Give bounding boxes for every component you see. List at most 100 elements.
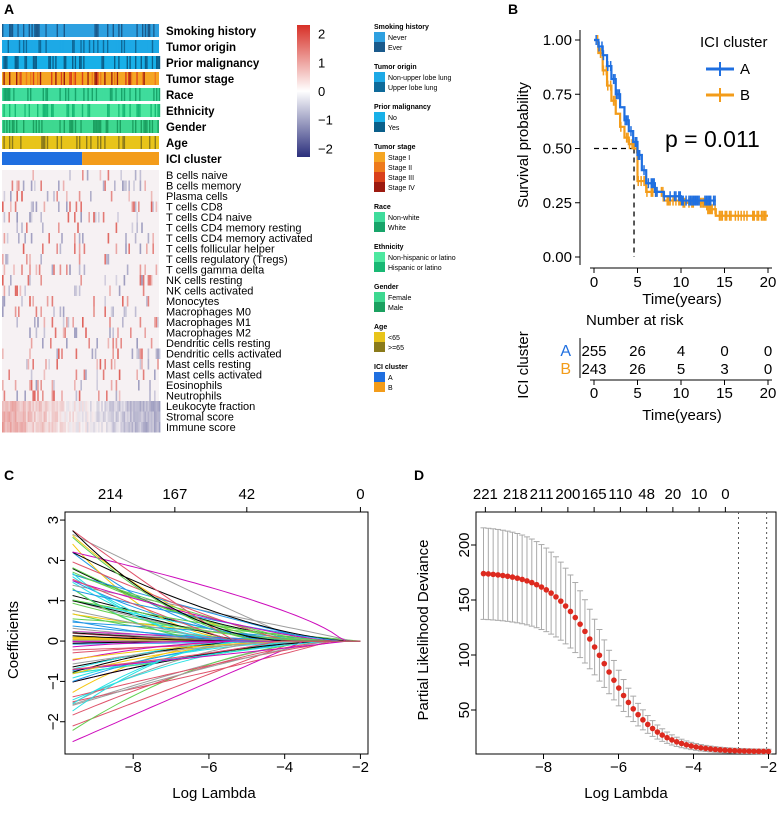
annotation-cell	[123, 40, 126, 53]
heatmap-cell	[32, 170, 34, 181]
annotation-cell	[158, 104, 161, 117]
annotation-tracks	[2, 24, 161, 165]
heatmap-cell	[134, 233, 137, 244]
heatmap-cell	[83, 369, 86, 380]
annotation-cell	[151, 40, 154, 53]
heatmap-cell	[128, 191, 130, 202]
annotation-cell	[149, 136, 151, 149]
annotation-cell	[77, 88, 79, 101]
heatmap-cell	[109, 411, 111, 422]
km-ytick-label: 0.25	[543, 195, 572, 212]
heatmap-cell	[16, 422, 18, 433]
legend-swatch	[374, 292, 385, 302]
heatmap-cell	[74, 380, 76, 391]
heatmap-cell	[14, 306, 17, 317]
heatmap-cell	[134, 401, 137, 412]
annotation-cell	[74, 56, 77, 69]
heatmap-cell	[126, 401, 129, 412]
annotation-cell	[132, 120, 134, 133]
heatmap-cell	[45, 422, 47, 433]
heatmap-cell	[21, 264, 23, 275]
annotation-cell	[154, 120, 156, 133]
km-pvalue: p = 0.011	[665, 126, 760, 152]
annotation-cell	[74, 88, 77, 101]
heatmap-cell	[30, 233, 33, 244]
annotation-cell	[112, 72, 114, 85]
annotation-cell	[76, 56, 78, 69]
heatmap-cell	[29, 327, 31, 338]
heatmap-cell	[18, 180, 20, 191]
heatmap-cell	[62, 306, 65, 317]
annotation-row-label: Ethnicity	[166, 106, 215, 118]
heatmap-cell	[3, 401, 6, 412]
heatmap-cell	[42, 411, 44, 422]
km-xlabel: Time(years)	[642, 291, 721, 308]
annotation-cell	[136, 136, 138, 149]
heatmap-cell	[158, 348, 161, 359]
annotation-cell	[147, 136, 149, 149]
annotation-cell	[129, 72, 131, 85]
annotation-cell	[4, 56, 7, 69]
heatmap-cell	[34, 390, 36, 401]
risk-xtick-label: 20	[760, 385, 777, 402]
heatmap-cell	[115, 275, 118, 286]
heatmap-cell	[144, 327, 146, 338]
heatmap-cell	[35, 264, 38, 275]
heatmap-cell	[66, 422, 68, 433]
heatmap-cell	[128, 243, 130, 254]
heatmap-row-label: NK cells activated	[166, 286, 253, 298]
annotation-cell	[3, 72, 5, 85]
lasso-ytick-label: 3	[45, 516, 62, 524]
annotation-cell	[83, 120, 85, 133]
annotation-cell	[88, 72, 91, 85]
heatmap-cell	[2, 275, 4, 286]
heatmap-cell	[40, 306, 42, 317]
heatmap-cell	[54, 411, 57, 422]
annotation-row-label: ICI cluster	[166, 154, 222, 166]
heatmap-cell	[37, 317, 39, 328]
heatmap-cell	[14, 380, 17, 391]
heatmap-cell	[123, 411, 126, 422]
heatmap-cell	[106, 401, 108, 412]
annotation-row-label: Tumor origin	[166, 42, 236, 54]
annotation-cell	[142, 24, 144, 37]
annotation-cell	[128, 120, 130, 133]
annotation-cell	[128, 72, 130, 85]
color-scale-tick: −2	[318, 141, 333, 156]
annotation-cell	[147, 104, 149, 117]
heatmap-cell	[115, 422, 118, 433]
heatmap-cell	[100, 422, 102, 433]
annotation-cell	[59, 120, 61, 133]
heatmap-cell	[45, 411, 47, 422]
annotation-cell	[3, 56, 5, 69]
heatmap-cell	[26, 222, 28, 233]
annotation-cell	[17, 56, 19, 69]
annotation-cell	[101, 56, 103, 69]
heatmap-cell	[141, 411, 143, 422]
risk-xtick-label: 10	[673, 385, 690, 402]
cv-toptick-label: 165	[582, 486, 607, 503]
heatmap-cell	[29, 212, 31, 223]
cv-xtick-label: −4	[685, 759, 702, 776]
heatmap-row-label: Dendritic cells activated	[166, 349, 282, 361]
heatmap-cell	[62, 327, 65, 338]
legend-item-label: Female	[388, 295, 411, 302]
heatmap-cell	[149, 411, 151, 422]
heatmap-cell	[126, 411, 129, 422]
cv-toptick-label: 20	[665, 486, 682, 503]
annotation-row-label: Prior malignancy	[166, 58, 260, 70]
heatmap-cell	[66, 264, 68, 275]
heatmap-cell	[118, 390, 121, 401]
heatmap-cell	[35, 411, 38, 422]
annotation-cell	[136, 104, 138, 117]
annotation-cell	[83, 40, 85, 53]
cv-point	[553, 594, 559, 600]
heatmap-row-label: Macrophages M2	[166, 328, 251, 340]
lasso-ytick-label: 2	[45, 556, 62, 564]
annotation-cell	[20, 72, 22, 85]
heatmap-cell	[138, 380, 140, 391]
heatmap-cell	[139, 275, 142, 286]
heatmap-cell	[96, 401, 98, 412]
cv-point	[611, 677, 617, 683]
